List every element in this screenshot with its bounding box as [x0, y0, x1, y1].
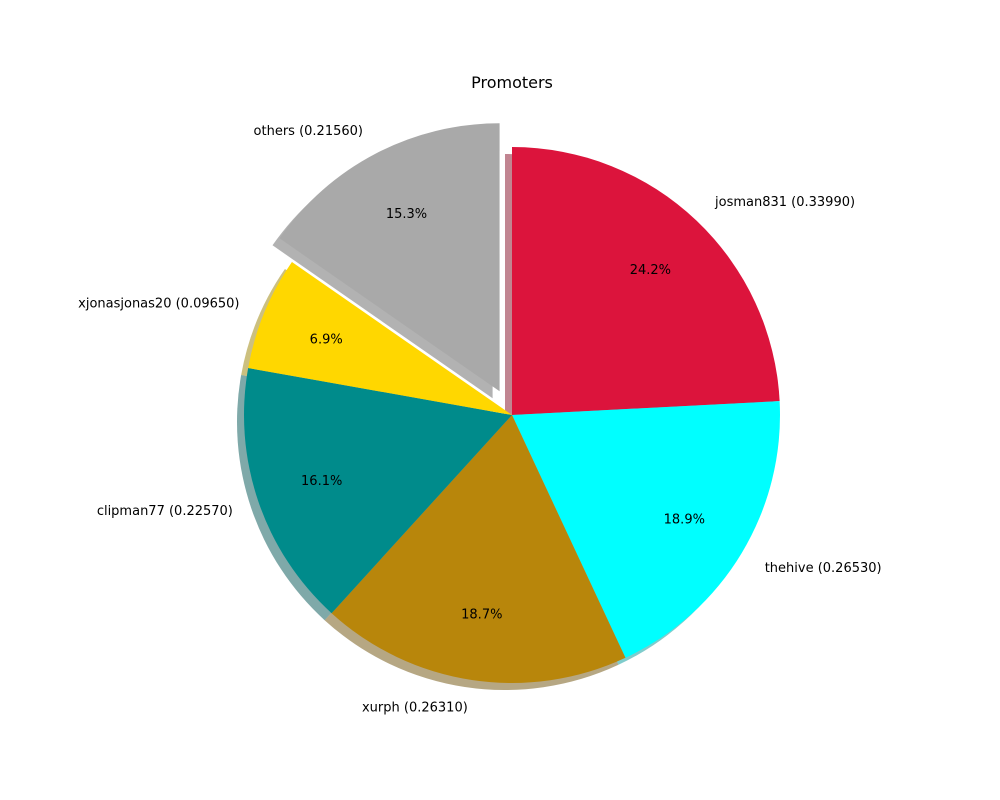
pie-slices	[244, 123, 781, 684]
slice-thehive	[512, 401, 781, 658]
slice-percent-clipman77: 16.1%	[301, 474, 342, 489]
slice-label-xurph: xurph (0.26310)	[362, 701, 468, 716]
slice-xjonasjonas20	[248, 262, 512, 415]
slice-percent-josman831: 24.2%	[630, 263, 671, 278]
slice-label-josman831: josman831 (0.33990)	[714, 195, 855, 210]
slice-josman831	[512, 147, 780, 415]
slice-xurph	[331, 415, 626, 684]
chart-title: Promoters	[471, 73, 553, 92]
slice-others	[279, 123, 500, 392]
slice-label-thehive: thehive (0.26530)	[765, 561, 882, 576]
slice-percent-xurph: 18.7%	[461, 608, 502, 623]
slice-label-others: others (0.21560)	[254, 124, 363, 139]
slice-labels: josman831 (0.33990) 24.2% thehive (0.26530…	[78, 124, 881, 716]
slice-label-xjonasjonas20: xjonasjonas20 (0.09650)	[78, 296, 239, 311]
slice-percent-xjonasjonas20: 6.9%	[310, 332, 343, 347]
slice-percent-thehive: 18.9%	[664, 513, 705, 528]
slice-percent-others: 15.3%	[386, 207, 427, 222]
slice-label-clipman77: clipman77 (0.22570)	[97, 504, 233, 519]
slice-clipman77	[244, 368, 512, 614]
